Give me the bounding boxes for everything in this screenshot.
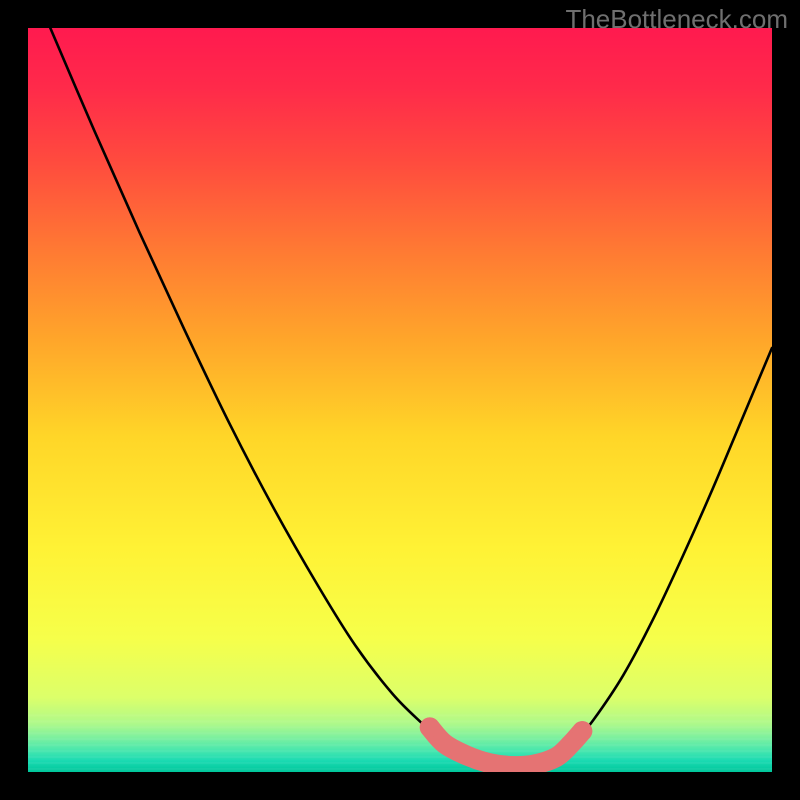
watermark-text: TheBottleneck.com [565,4,788,35]
chart-svg [28,28,772,772]
gradient-background [28,28,772,772]
plot-area [28,28,772,772]
canvas: TheBottleneck.com [0,0,800,800]
